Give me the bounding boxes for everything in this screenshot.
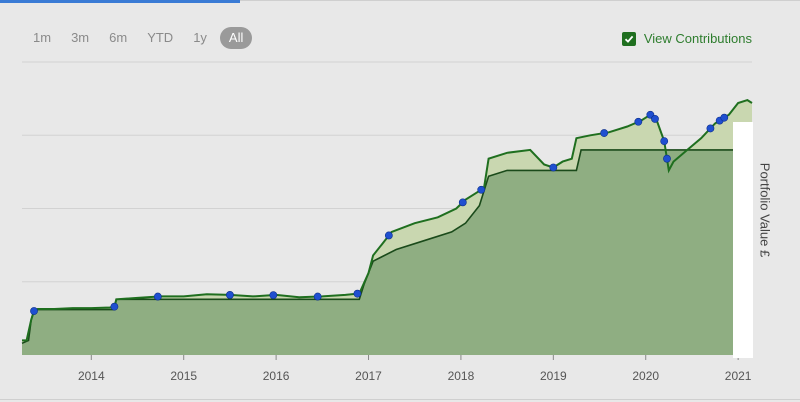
contribution-marker-10 (549, 163, 558, 172)
y-axis-panel (733, 122, 753, 358)
range-button-6m[interactable]: 6m (109, 30, 128, 45)
contribution-markers (30, 110, 729, 315)
y-axis-title: Portfolio Value £ (757, 162, 773, 258)
contribution-marker-7 (384, 231, 393, 240)
view-contributions-toggle[interactable]: View Contributions (621, 31, 752, 46)
x-tick-label-2021: 2021 (725, 369, 752, 383)
contribution-marker-8 (458, 198, 467, 207)
contribution-marker-5 (313, 292, 322, 301)
contribution-marker-3 (226, 291, 234, 299)
range-button-1m[interactable]: 1m (33, 30, 52, 45)
contribution-marker-19 (720, 113, 729, 122)
contribution-marker-14 (651, 115, 659, 123)
x-tick-label-2020: 2020 (632, 369, 659, 383)
top-divider (240, 0, 800, 1)
x-axis: 2014 2015 2016 2017 2018 2019 2020 2021 (78, 355, 752, 383)
contribution-marker-15 (660, 137, 669, 146)
x-tick-label-2015: 2015 (170, 369, 197, 383)
x-tick-label-2016: 2016 (263, 369, 290, 383)
x-tick-label-2017: 2017 (355, 369, 382, 383)
chart-areas (22, 100, 752, 355)
time-range-selector: 1m 3m 6m YTD 1y All (26, 26, 253, 50)
contributions-area (22, 149, 752, 355)
x-tick-label-2018: 2018 (448, 369, 475, 383)
contribution-marker-4 (269, 291, 278, 300)
range-button-3m[interactable]: 3m (71, 30, 90, 45)
contribution-marker-12 (634, 117, 643, 126)
checkbox-checked-icon[interactable] (621, 31, 636, 46)
contribution-marker-9 (477, 185, 486, 194)
x-tick-label-2019: 2019 (540, 369, 567, 383)
bottom-divider (0, 399, 800, 400)
contribution-marker-11 (600, 129, 609, 137)
view-contributions-label: View Contributions (643, 31, 752, 46)
range-button-all[interactable]: All (219, 27, 253, 49)
contribution-marker-1 (110, 302, 119, 311)
contribution-marker-2 (153, 292, 162, 301)
range-button-ytd[interactable]: YTD (147, 30, 174, 45)
contribution-marker-0 (30, 307, 38, 315)
contribution-marker-16 (663, 154, 671, 163)
contribution-marker-17 (706, 124, 715, 133)
range-button-1y[interactable]: 1y (193, 30, 207, 45)
contribution-marker-6 (353, 289, 362, 298)
top-accent-bar (0, 0, 240, 3)
x-tick-label-2014: 2014 (78, 369, 105, 383)
